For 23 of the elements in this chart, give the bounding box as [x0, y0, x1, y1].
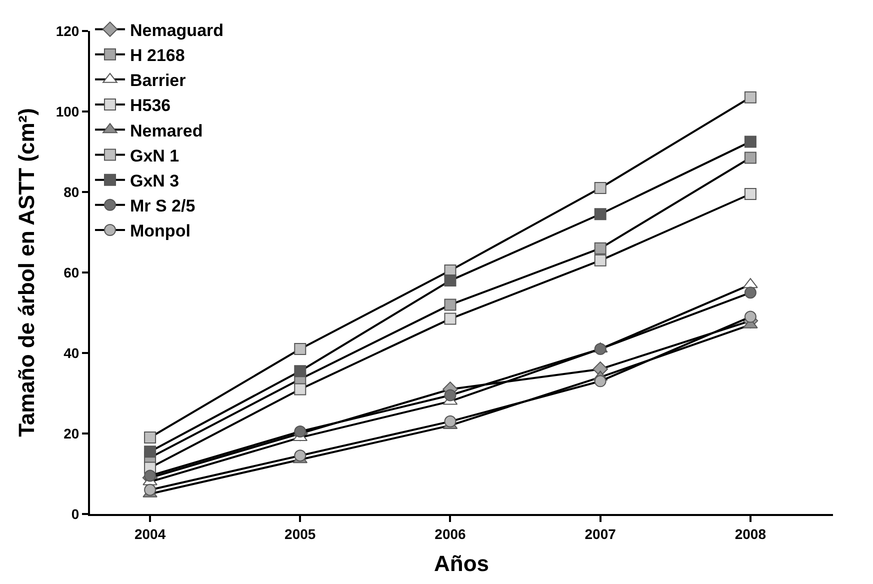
legend-label: Monpol	[130, 222, 190, 241]
y-tick-label: 100	[56, 103, 80, 120]
x-axis-title: Años	[434, 551, 489, 576]
x-tick-label: 2006	[434, 526, 466, 542]
legend-label: H536	[130, 96, 171, 116]
y-tick-label: 80	[64, 184, 80, 200]
x-tick-label: 2004	[134, 526, 166, 542]
x-tick-label: 2005	[284, 526, 316, 542]
x-tick-label: 2007	[584, 526, 616, 542]
y-tick-label: 60	[64, 264, 80, 280]
y-tick-label: 0	[71, 506, 80, 522]
legend-label: Nemaguard	[130, 20, 224, 40]
x-tick-label: 2008	[734, 526, 766, 542]
legend-label: H 2168	[130, 46, 185, 65]
y-axis-title: Tamaño de árbol en ASTT (cm²)	[14, 108, 40, 437]
y-tick-label: 40	[64, 344, 80, 361]
legend-label: GxN 1	[130, 146, 180, 166]
legend-label: GxN 3	[130, 171, 180, 190]
legend-label: Barrier	[130, 71, 186, 90]
legend-label: Mr S 2/5	[130, 196, 196, 216]
y-tick-label: 120	[56, 22, 80, 39]
y-tick-label: 20	[64, 425, 80, 442]
legend-label: Nemared	[130, 121, 203, 140]
